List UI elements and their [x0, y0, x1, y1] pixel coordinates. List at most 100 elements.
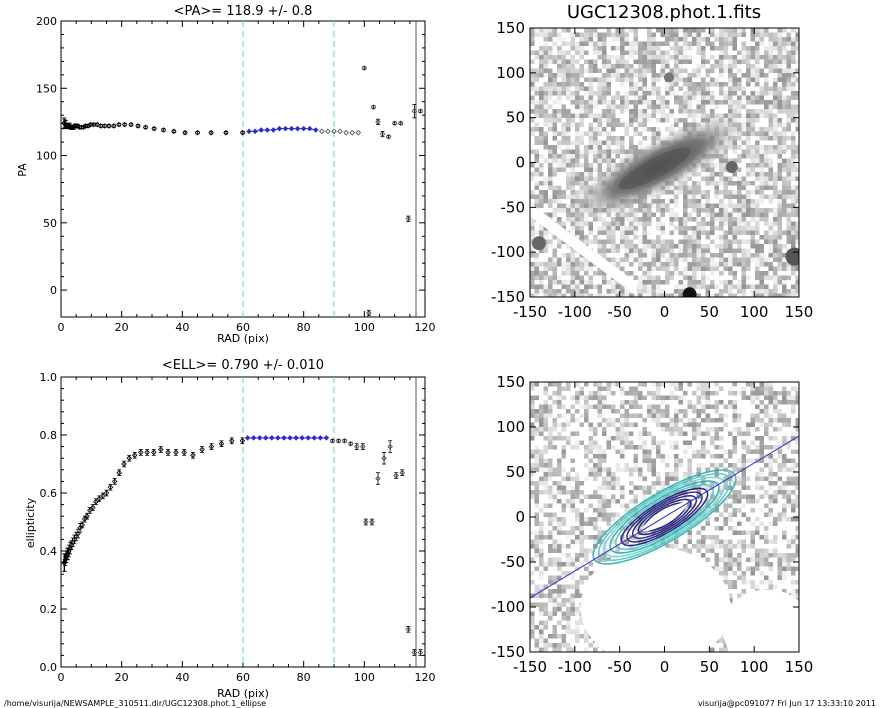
mask-pixel — [723, 557, 728, 562]
mask-pixel — [683, 548, 688, 553]
noise-pixel — [773, 95, 778, 100]
noise-pixel — [656, 244, 661, 249]
noise-pixel — [696, 226, 701, 231]
noise-pixel — [674, 244, 679, 249]
noise-pixel — [660, 68, 665, 73]
noise-pixel — [638, 73, 643, 78]
noise-pixel — [777, 104, 782, 109]
ell-data-point — [199, 446, 205, 453]
noise-pixel — [570, 275, 575, 280]
mask-pixel — [593, 535, 598, 540]
noise-pixel — [665, 100, 670, 105]
noise-pixel — [678, 253, 683, 258]
mask-pixel — [759, 485, 764, 490]
noise-pixel — [669, 230, 674, 235]
mask-pixel — [777, 476, 782, 481]
noise-pixel — [534, 158, 539, 163]
ell-data-point — [399, 469, 406, 476]
noise-pixel — [741, 266, 746, 271]
noise-pixel — [795, 104, 799, 109]
noise-pixel — [732, 158, 737, 163]
mask-pixel — [539, 481, 544, 486]
mask-pixel — [768, 539, 773, 544]
noise-pixel — [728, 226, 733, 231]
noise-pixel — [588, 293, 593, 297]
noise-pixel — [782, 73, 787, 78]
noise-pixel — [548, 95, 553, 100]
mask-pixel — [696, 463, 701, 468]
noise-pixel — [764, 185, 769, 190]
noise-pixel — [723, 284, 728, 289]
mask-pixel — [629, 400, 634, 405]
noise-pixel — [791, 73, 796, 78]
noise-pixel — [746, 95, 751, 100]
mask-pixel — [552, 400, 557, 405]
noise-pixel — [710, 46, 715, 51]
noise-pixel — [588, 230, 593, 235]
noise-pixel — [615, 257, 620, 262]
noise-pixel — [737, 185, 742, 190]
noise-pixel — [696, 257, 701, 262]
mask-pixel — [723, 499, 728, 504]
image-ytick-label: 100 — [496, 64, 525, 82]
noise-pixel — [561, 91, 566, 96]
noise-pixel — [552, 91, 557, 96]
noise-pixel — [593, 145, 598, 150]
noise-pixel — [696, 181, 701, 186]
noise-pixel — [552, 289, 557, 294]
noise-pixel — [530, 176, 535, 181]
mask-pixel — [651, 404, 656, 409]
noise-pixel — [773, 293, 778, 297]
noise-pixel — [665, 50, 670, 55]
mask-pixel — [732, 530, 737, 535]
mask-pixel — [579, 386, 584, 391]
noise-pixel — [611, 122, 616, 127]
noise-pixel — [719, 176, 724, 181]
noise-pixel — [773, 235, 778, 240]
noise-pixel — [530, 73, 535, 78]
mask-pixel — [633, 494, 638, 499]
noise-pixel — [705, 190, 710, 195]
noise-pixel — [570, 257, 575, 262]
mask-pixel — [786, 517, 791, 522]
mask-pixel — [584, 382, 589, 387]
noise-pixel — [561, 28, 566, 33]
mask-pixel — [795, 548, 799, 553]
noise-pixel — [656, 289, 661, 294]
noise-pixel — [548, 28, 553, 33]
noise-pixel — [552, 194, 557, 199]
mask-pixel — [611, 512, 616, 517]
noise-pixel — [683, 59, 688, 64]
field-star — [663, 72, 674, 83]
mask-pixel — [597, 512, 602, 517]
noise-pixel — [530, 149, 535, 154]
noise-pixel — [557, 239, 562, 244]
noise-pixel — [633, 32, 638, 37]
noise-pixel — [606, 235, 611, 240]
noise-pixel — [530, 280, 535, 285]
mask-pixel — [705, 521, 710, 526]
mask-pixel — [534, 589, 539, 594]
noise-pixel — [620, 284, 625, 289]
mask-pixel — [737, 431, 742, 436]
ell-data-point — [103, 490, 110, 496]
ell-data-point — [158, 446, 164, 453]
noise-pixel — [791, 212, 796, 217]
ell-panel: <ELL>= 0.790 +/- 0.010 RAD (pix) ellipti… — [24, 358, 436, 700]
mask-pixel — [629, 490, 634, 495]
mask-pixel — [660, 413, 665, 418]
mask-pixel — [750, 440, 755, 445]
noise-pixel — [647, 28, 652, 33]
noise-pixel — [534, 136, 539, 141]
mask-pixel — [773, 395, 778, 400]
noise-pixel — [719, 244, 724, 249]
noise-pixel — [584, 104, 589, 109]
noise-pixel — [575, 266, 580, 271]
pa-data-point — [288, 125, 295, 132]
noise-pixel — [759, 212, 764, 217]
noise-pixel — [777, 163, 782, 168]
noise-pixel — [624, 212, 629, 217]
mask-pixel — [777, 413, 782, 418]
mask-pixel — [687, 422, 692, 427]
noise-pixel — [755, 41, 760, 46]
